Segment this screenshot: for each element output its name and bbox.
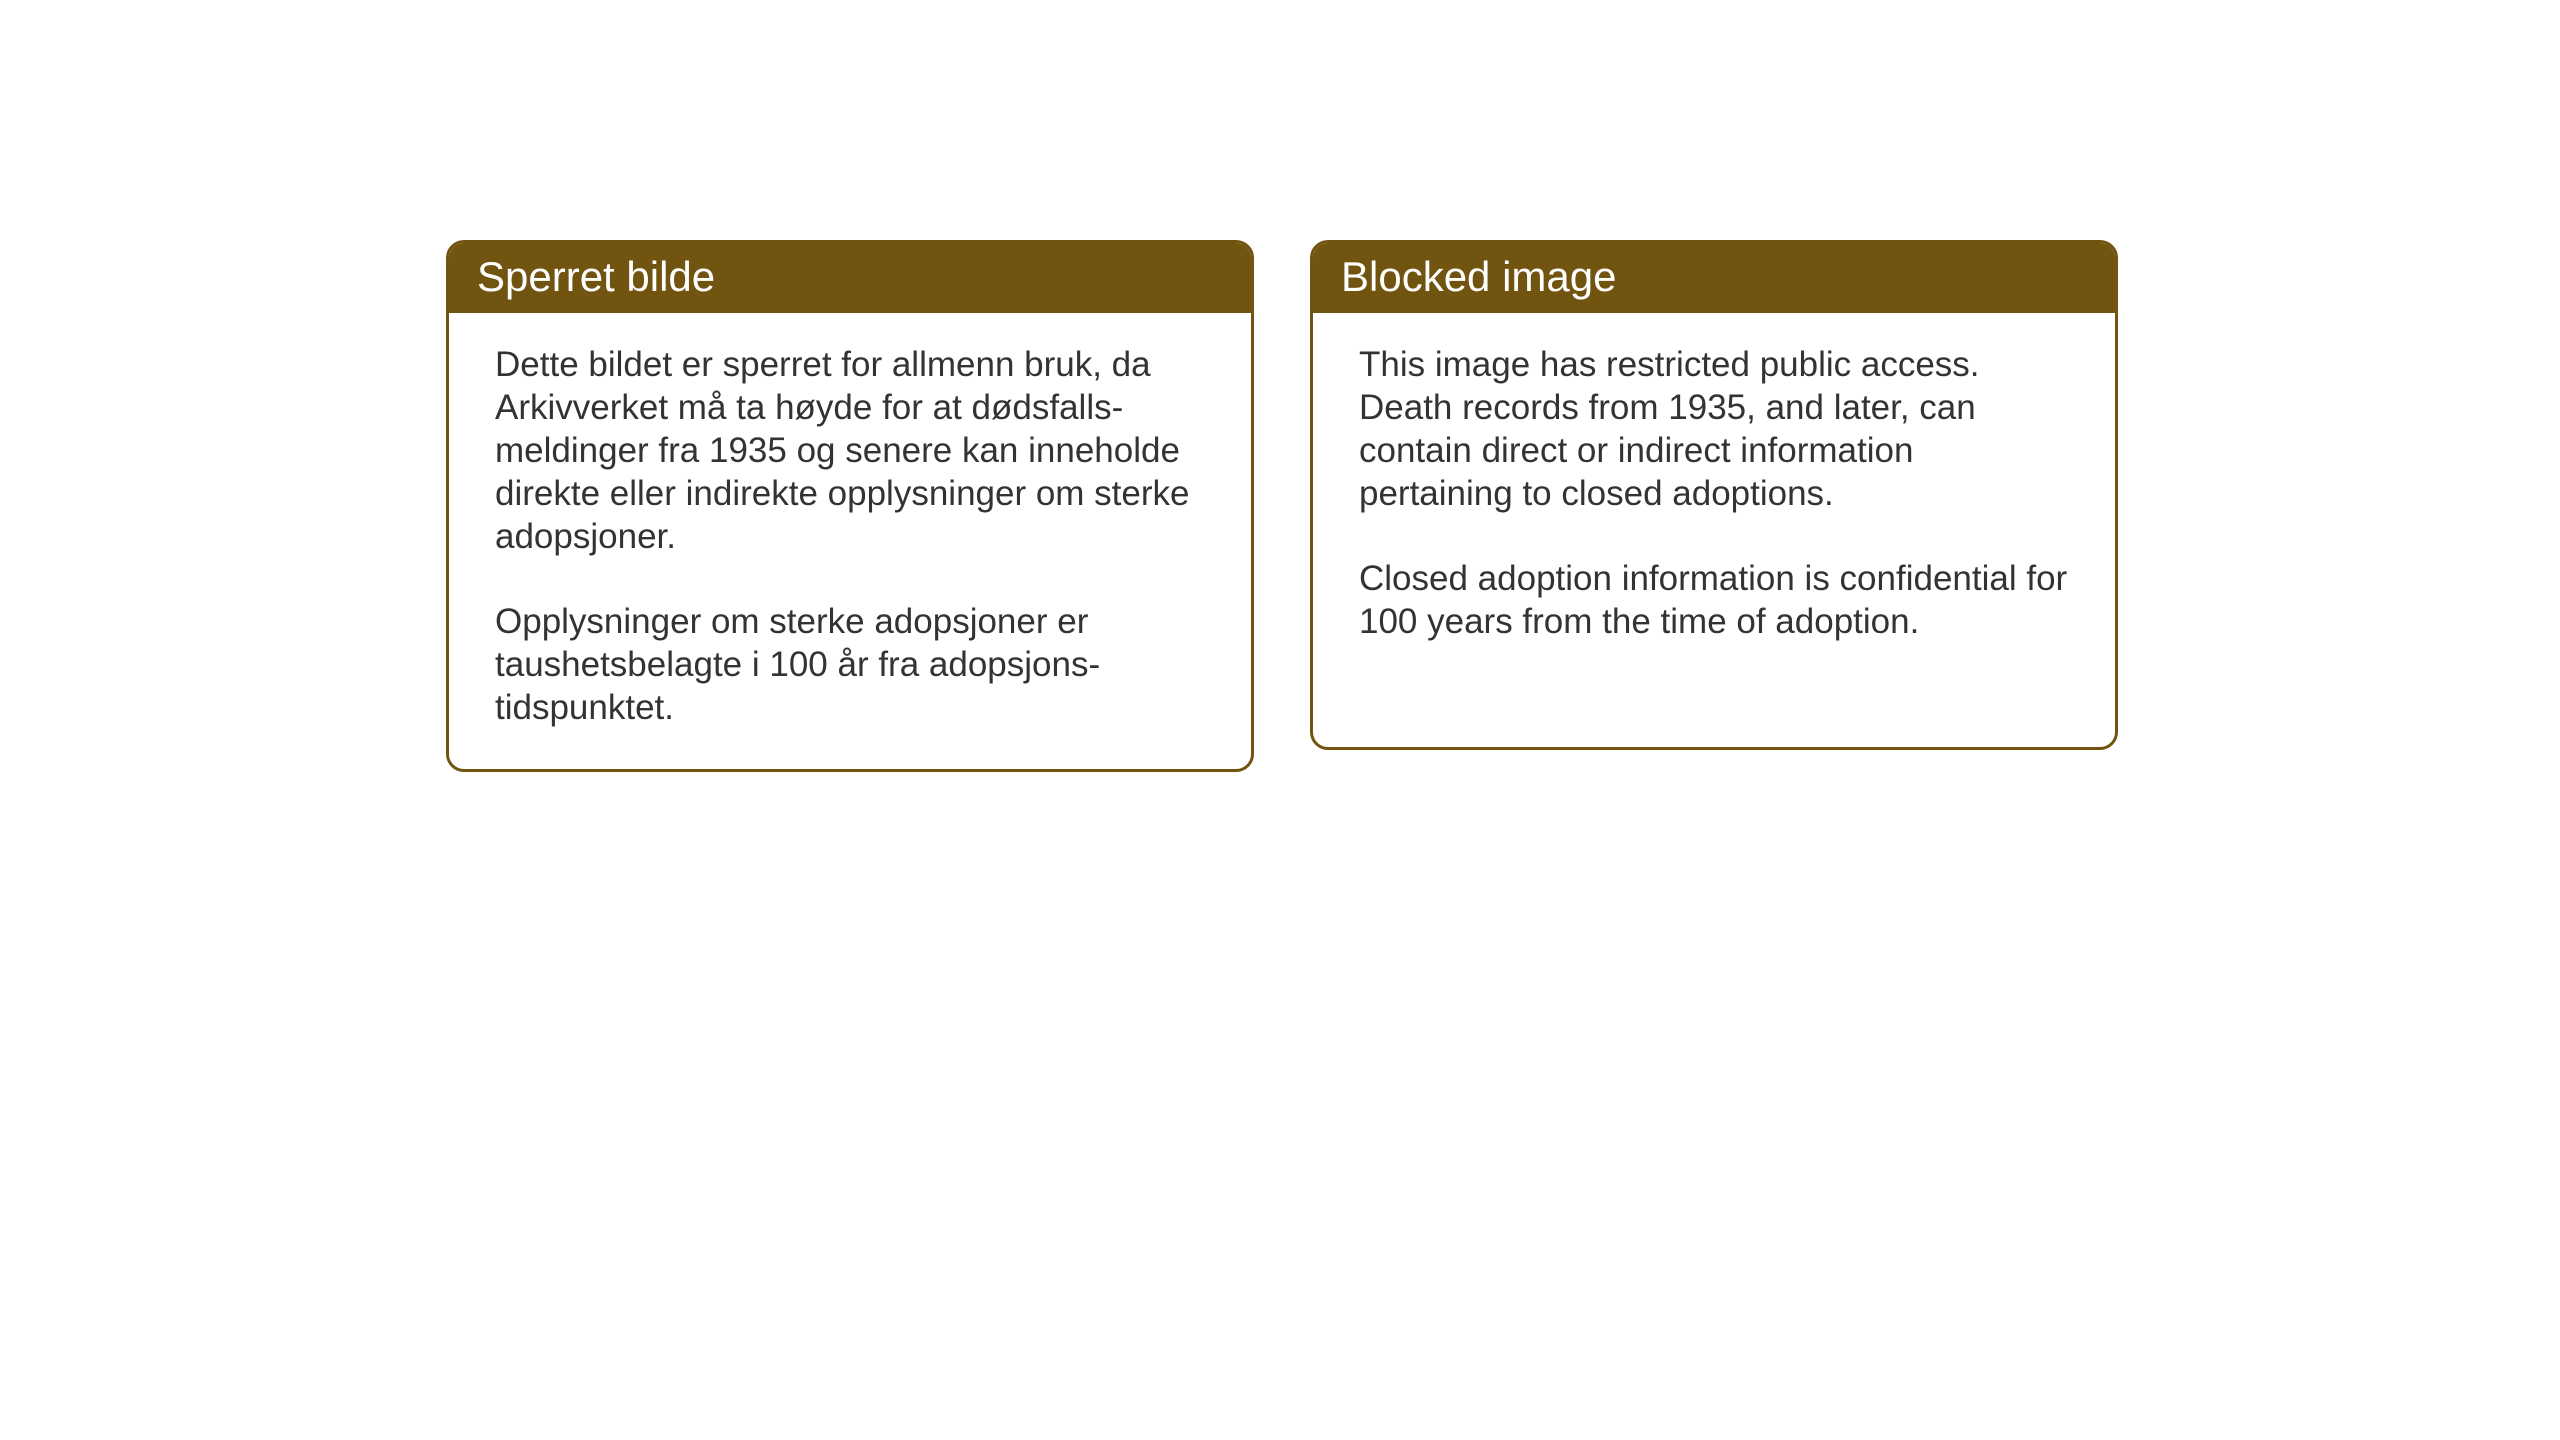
english-paragraph-2: Closed adoption information is confident… — [1359, 557, 2069, 643]
norwegian-paragraph-2: Opplysninger om sterke adopsjoner er tau… — [495, 600, 1205, 729]
norwegian-card-body: Dette bildet er sperret for allmenn bruk… — [449, 313, 1251, 769]
english-paragraph-1: This image has restricted public access.… — [1359, 343, 2069, 515]
norwegian-notice-card: Sperret bilde Dette bildet er sperret fo… — [446, 240, 1254, 772]
english-notice-card: Blocked image This image has restricted … — [1310, 240, 2118, 750]
english-card-title: Blocked image — [1313, 243, 2115, 313]
norwegian-card-title: Sperret bilde — [449, 243, 1251, 313]
norwegian-paragraph-1: Dette bildet er sperret for allmenn bruk… — [495, 343, 1205, 558]
notice-container: Sperret bilde Dette bildet er sperret fo… — [446, 240, 2118, 772]
english-card-body: This image has restricted public access.… — [1313, 313, 2115, 683]
